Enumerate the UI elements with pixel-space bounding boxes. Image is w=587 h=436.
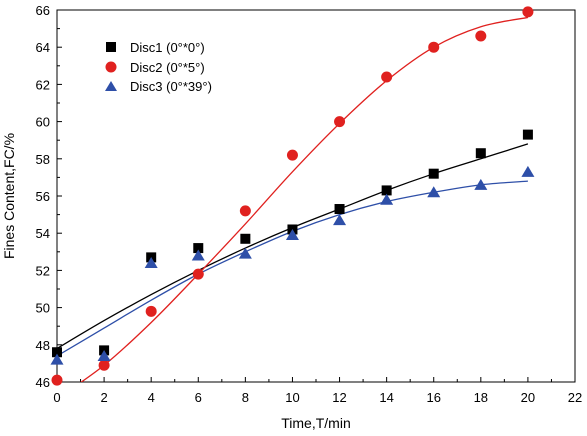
fit-curves <box>57 16 529 382</box>
fit-curve-series-2 <box>80 16 529 382</box>
data-point-series-2 <box>475 30 487 42</box>
x-tick-label: 0 <box>53 390 60 405</box>
data-point-series-3 <box>50 353 64 365</box>
data-point-series-3 <box>474 178 488 190</box>
legend-marker-square <box>106 42 116 52</box>
data-point-series-2 <box>192 268 204 280</box>
data-point-series-1 <box>193 243 204 254</box>
x-tick-label: 10 <box>285 390 299 405</box>
data-point-series-3 <box>427 186 441 198</box>
y-tick-label: 52 <box>36 263 50 278</box>
data-point-series-1 <box>381 185 392 196</box>
y-tick-label: 64 <box>36 40 50 55</box>
x-tick-label: 18 <box>474 390 488 405</box>
data-point-series-2 <box>381 71 393 83</box>
y-tick-label: 62 <box>36 77 50 92</box>
data-point-series-1 <box>52 347 62 358</box>
x-tick-label: 2 <box>100 390 107 405</box>
data-point-series-1 <box>475 148 486 159</box>
data-point-series-3 <box>144 256 158 268</box>
y-tick-label: 48 <box>36 338 50 353</box>
legend-label-disc2: Disc2 (0°*5°) <box>130 60 205 75</box>
legend-item-disc1: Disc1 (0°*0°) <box>106 40 205 55</box>
y-axis-label: Fines Content,FC/% <box>1 133 17 259</box>
y-tick-label: 56 <box>36 189 50 204</box>
data-point-series-3 <box>97 349 111 361</box>
y-tick-label: 60 <box>36 115 50 130</box>
data-points <box>50 6 535 386</box>
fit-curve-series-3 <box>57 180 528 357</box>
data-point-series-1 <box>428 168 439 179</box>
data-point-series-2 <box>239 205 251 217</box>
y-tick-label: 66 <box>36 3 50 18</box>
legend-item-disc3: Disc3 (0°*39°) <box>105 79 212 94</box>
legend-marker-circle <box>105 61 117 73</box>
data-point-series-3 <box>521 165 535 177</box>
data-point-series-2 <box>145 305 157 317</box>
data-point-series-2 <box>98 359 110 371</box>
data-point-series-3 <box>380 193 394 205</box>
x-tick-label: 20 <box>521 390 535 405</box>
data-point-series-1 <box>522 129 533 140</box>
data-point-series-1 <box>240 233 251 244</box>
data-point-series-2 <box>522 6 534 18</box>
x-axis-label: Time,T/min <box>281 415 350 431</box>
data-point-series-2 <box>334 116 346 128</box>
data-point-series-2 <box>286 149 298 161</box>
x-tick-label: 14 <box>379 390 393 405</box>
x-tick-label: 22 <box>568 390 582 405</box>
y-tick-label: 54 <box>36 226 50 241</box>
legend: Disc1 (0°*0°) Disc2 (0°*5°) Disc3 (0°*39… <box>105 40 212 94</box>
fit-curve-series-1 <box>57 143 529 350</box>
y-tick-label: 50 <box>36 301 50 316</box>
x-tick-label: 16 <box>426 390 440 405</box>
y-tick-label: 46 <box>36 375 50 390</box>
axis-ticks: 0 2 4 6 8 10 12 14 16 18 20 22464850525456586062646… <box>36 3 583 405</box>
legend-item-disc2: Disc2 (0°*5°) <box>105 60 205 75</box>
data-point-series-3 <box>238 247 252 259</box>
legend-marker-triangle <box>105 81 117 91</box>
y-tick-label: 58 <box>36 152 50 167</box>
data-point-series-1 <box>334 204 345 215</box>
data-point-series-3 <box>285 229 299 241</box>
legend-label-disc3: Disc3 (0°*39°) <box>130 79 212 94</box>
data-point-series-2 <box>428 41 440 53</box>
x-tick-label: 4 <box>148 390 155 405</box>
x-tick-label: 12 <box>332 390 346 405</box>
legend-label-disc1: Disc1 (0°*0°) <box>130 40 205 55</box>
data-point-series-3 <box>333 214 347 226</box>
x-tick-label: 8 <box>242 390 249 405</box>
data-point-series-3 <box>191 249 205 261</box>
data-point-series-2 <box>51 374 63 386</box>
x-tick-label: 6 <box>195 390 202 405</box>
